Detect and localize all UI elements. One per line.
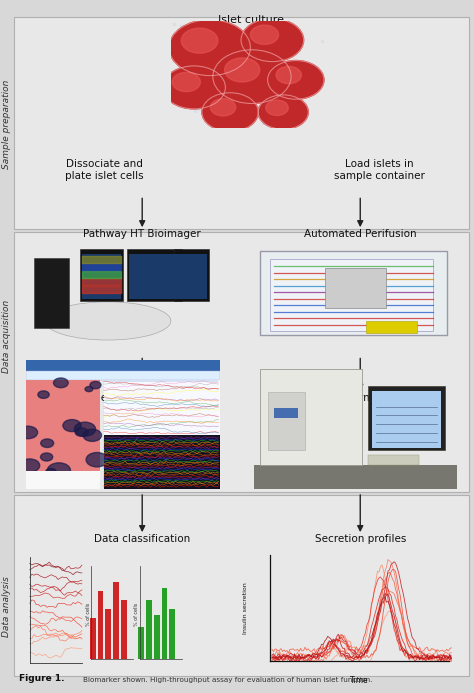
Text: Islet culture: Islet culture (218, 15, 284, 25)
Bar (14, 17, 469, 229)
Text: Load islets in
sample container: Load islets in sample container (334, 159, 425, 181)
Text: Dissociate and
plate islet cells: Dissociate and plate islet cells (65, 159, 144, 181)
Text: Data classification: Data classification (94, 534, 191, 544)
Text: Figure 1.: Figure 1. (19, 674, 64, 683)
Text: Segmentation and imaging: Segmentation and imaging (71, 394, 213, 403)
Bar (14, 232, 469, 492)
Text: Data acquisition: Data acquisition (2, 299, 10, 373)
Text: Data analysis: Data analysis (2, 576, 10, 637)
Text: Automated Perifusion: Automated Perifusion (304, 229, 417, 239)
Text: Sample preparation: Sample preparation (2, 80, 10, 169)
Text: Biomarker shown. High-throughput assay for evaluation of human islet function.: Biomarker shown. High-throughput assay f… (83, 676, 372, 683)
Bar (14, 495, 469, 676)
Text: Secretion profiles: Secretion profiles (315, 534, 406, 544)
Text: Pathway HT Bioimager: Pathway HT Bioimager (83, 229, 201, 239)
Text: Multiplex hormone assay: Multiplex hormone assay (295, 394, 426, 403)
